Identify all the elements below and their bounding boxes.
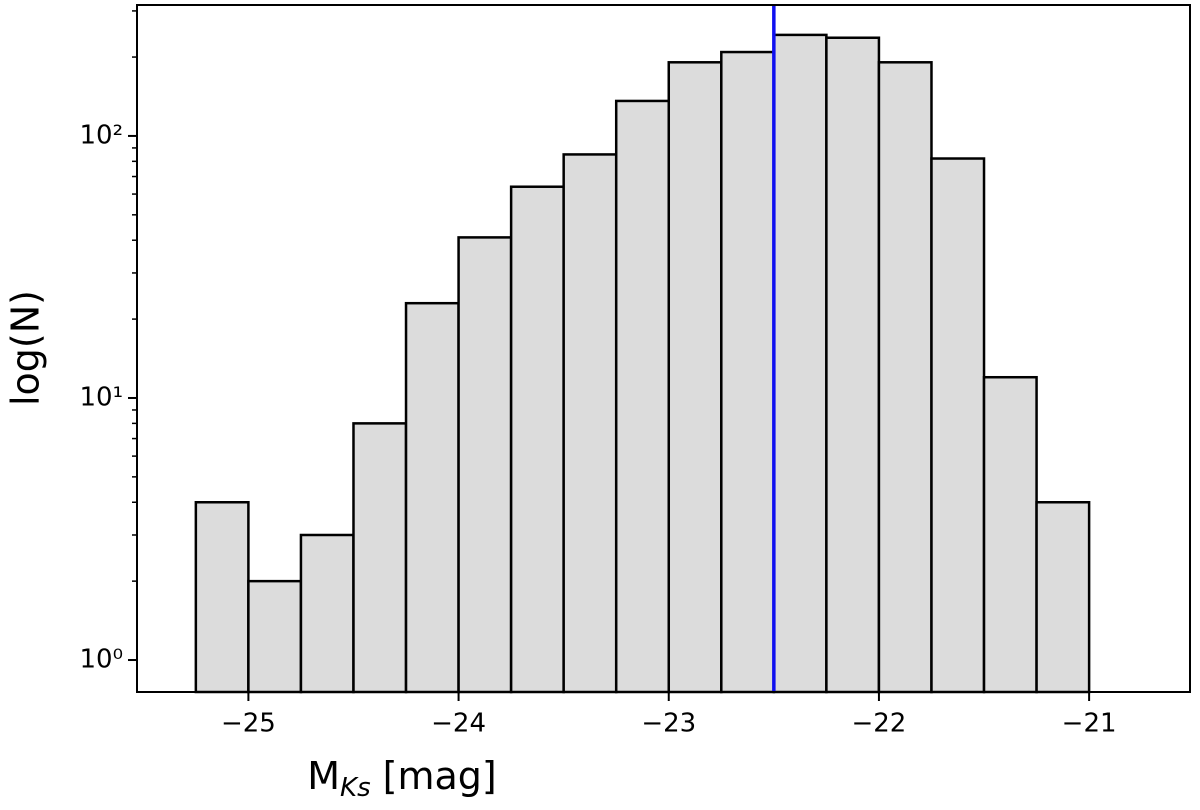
x-label-subscript: Ks (340, 773, 371, 803)
bar (720, 50, 776, 694)
y-tick-label: 10⁰ (79, 645, 123, 675)
x-tick-label: −21 (1062, 709, 1117, 739)
x-label-main: M (307, 754, 340, 798)
x-tick-label: −24 (431, 709, 486, 739)
bar (509, 185, 565, 694)
x-tick-label: −23 (641, 709, 696, 739)
bar (562, 153, 618, 694)
bar (614, 99, 671, 694)
y-tick-label: 10² (79, 120, 123, 150)
bar (1035, 501, 1091, 694)
bar (457, 236, 513, 694)
x-axis-label: MKs [mag] (307, 754, 496, 803)
x-tick-label: −25 (221, 709, 276, 739)
bar (667, 61, 723, 694)
x-label-suffix: [mag] (383, 754, 497, 798)
y-tick-label: 10¹ (79, 382, 123, 412)
plot-frame (136, 4, 1191, 693)
bar (404, 301, 460, 694)
bar (299, 533, 355, 694)
bar (194, 501, 250, 694)
bar (877, 61, 933, 694)
bar (772, 33, 828, 694)
x-tick-label: −22 (851, 709, 906, 739)
bar (982, 375, 1038, 694)
bar (352, 422, 408, 694)
bar (247, 579, 303, 694)
y-axis-label: log(N) (4, 290, 48, 406)
bar (930, 157, 986, 694)
bar (825, 36, 881, 694)
